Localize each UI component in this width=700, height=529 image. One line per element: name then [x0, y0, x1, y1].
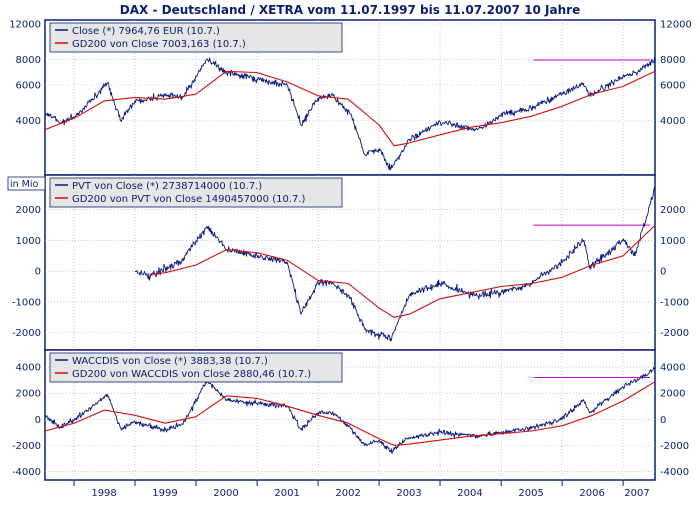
y-tick-label-right: 4000	[660, 116, 685, 127]
series-line-main	[44, 366, 656, 455]
x-tick-label: 2005	[518, 488, 543, 499]
legend-box	[49, 177, 343, 208]
y-tick-label-right: -1000	[660, 297, 689, 308]
y-tick-label-left: -4000	[12, 467, 41, 478]
y-tick-label-left: 12000	[9, 20, 41, 31]
y-tick-label-left: 0	[35, 415, 41, 426]
legend-entry: GD200 von Close 7003,163 (10.7.)	[72, 39, 246, 50]
panel-pvt: -2000 -2000 -1000 -1000 0 0 1000 1000 2000 2000 PV…	[7, 174, 689, 351]
y-tick-label-right: 0	[660, 267, 666, 278]
x-tick-label: 2007	[624, 488, 649, 499]
y-tick-label-left: 8000	[16, 55, 41, 66]
x-tick-label: 2001	[274, 488, 299, 499]
series-line-average	[44, 381, 656, 446]
legend: Close (*) 7964,76 EUR (10.7.) GD200 von C…	[49, 22, 343, 53]
y-tick-label-right: 2000	[660, 205, 685, 216]
y-tick-label-right: 6000	[660, 80, 685, 91]
legend: WACCDIS von Close (*) 3883,38 (10.7.) GD2…	[49, 352, 343, 383]
legend-entry: WACCDIS von Close (*) 3883,38 (10.7.)	[72, 356, 268, 367]
series-line-average	[150, 225, 656, 318]
y-tick-label-left: -1000	[12, 297, 41, 308]
series-line-main	[134, 186, 656, 342]
y-tick-label-left: -2000	[12, 441, 41, 452]
legend-entry: Close (*) 7964,76 EUR (10.7.)	[72, 26, 220, 37]
legend: PVT von Close (*) 2738714000 (10.7.) GD20…	[49, 177, 343, 208]
legend-entry: PVT von Close (*) 2738714000 (10.7.)	[72, 181, 262, 192]
y-tick-label-right: 0	[660, 415, 666, 426]
y-tick-label-left: -2000	[12, 328, 41, 339]
y-tick-label-left: 2000	[16, 205, 41, 216]
y-tick-label-left: 1000	[16, 236, 41, 247]
panel-price: 4000 4000 6000 6000 8000 8000 12000 12000 Close …	[9, 19, 692, 176]
unit-label: in Mio	[10, 179, 39, 190]
y-tick-label-left: 4000	[16, 363, 41, 374]
x-tick-label: 2006	[579, 488, 604, 499]
x-tick-label: 2002	[335, 488, 360, 499]
chart-title: DAX - Deutschland / XETRA vom 11.07.1997…	[120, 3, 580, 17]
y-tick-label-right: -2000	[660, 441, 689, 452]
y-tick-label-right: 2000	[660, 389, 685, 400]
x-tick-label: 1998	[91, 488, 116, 499]
y-tick-label-right: 1000	[660, 236, 685, 247]
legend-entry: GD200 von WACCDIS von Close 2880,46 (10.…	[72, 369, 311, 380]
y-tick-label-right: 4000	[660, 363, 685, 374]
y-tick-label-right: 12000	[660, 20, 692, 31]
y-tick-label-right: -2000	[660, 328, 689, 339]
x-tick-label: 1999	[152, 488, 177, 499]
y-tick-label-left: 0	[35, 267, 41, 278]
panel-waccdis: -4000 -4000 -2000 -2000 0 0 2000 2000 4000 4000 WA…	[12, 349, 689, 481]
y-tick-label-left: 4000	[16, 116, 41, 127]
legend-box	[49, 352, 343, 383]
x-tick-label: 2003	[396, 488, 421, 499]
series-line-main	[44, 57, 656, 171]
y-tick-label-left: 2000	[16, 389, 41, 400]
legend-entry: GD200 von PVT von Close 1490457000 (10.7…	[72, 194, 306, 205]
y-tick-label-right: -4000	[660, 467, 689, 478]
x-tick-label: 2000	[213, 488, 238, 499]
y-tick-label-right: 8000	[660, 55, 685, 66]
chart-panels: 4000 4000 6000 6000 8000 8000 12000 12000 Close …	[7, 19, 692, 481]
unit-label-box	[7, 176, 46, 191]
x-axis: 1998 1999 2000 2001 2002 2003 2004 2005 2006 2007	[73, 480, 650, 499]
legend-box	[49, 22, 343, 53]
series-line-average	[44, 70, 656, 147]
x-tick-label: 2004	[457, 488, 482, 499]
y-tick-label-left: 6000	[16, 80, 41, 91]
